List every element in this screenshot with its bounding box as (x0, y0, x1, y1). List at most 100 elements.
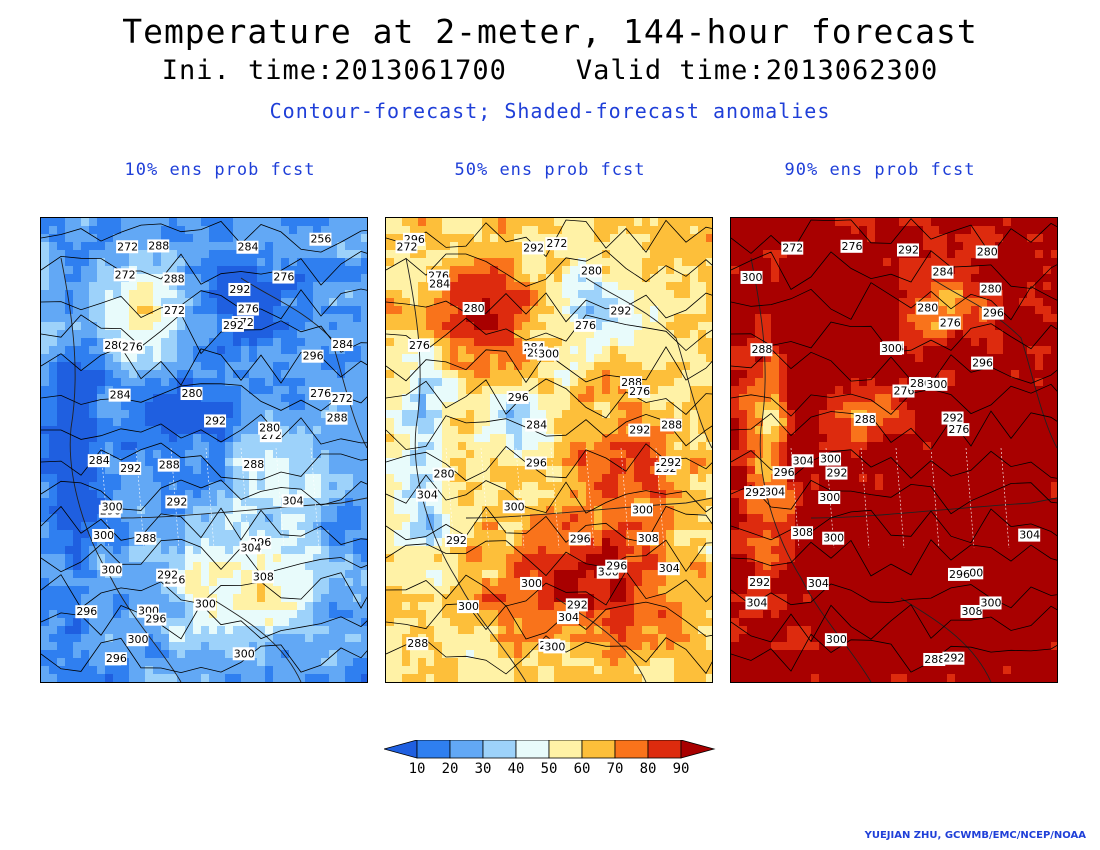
map-panel-90: 2922802722763002842802762802963043002882… (730, 217, 1058, 683)
contour-label: 276 (574, 318, 597, 332)
contour-label: 288 (660, 418, 683, 432)
contour-label: 308 (960, 604, 983, 618)
svg-text:292: 292 (229, 283, 250, 296)
contour-label: 300 (92, 528, 115, 542)
contour-label: 296 (605, 559, 628, 573)
contour-label: 308 (791, 526, 814, 540)
contour-label: 300 (824, 633, 847, 647)
svg-text:308: 308 (253, 570, 274, 583)
contour-label: 276 (840, 239, 863, 253)
contour-label: 288 (853, 412, 876, 426)
svg-text:300: 300 (234, 647, 255, 660)
contour-label: 292 (744, 486, 767, 500)
contour-lines (41, 220, 367, 674)
contour-label: 272 (330, 392, 353, 406)
contour-label: 280 (916, 301, 939, 315)
svg-text:288: 288 (327, 412, 348, 425)
colorbar-box (449, 740, 484, 759)
colorbar-label: 10 (409, 761, 426, 777)
panel-label-10: 10% ens prob fcst (124, 160, 316, 180)
svg-text:284: 284 (237, 241, 258, 254)
panel-label-90: 90% ens prob fcst (784, 160, 976, 180)
contour-label: 292 (628, 423, 651, 437)
contour-label: 280 (432, 467, 455, 481)
contour-label: 288 (242, 458, 265, 472)
colorbar-boxes (384, 740, 716, 759)
panel-label-50: 50% ens prob fcst (454, 160, 646, 180)
contour-label: 288 (147, 239, 170, 253)
contour-label: 280 (180, 387, 203, 401)
svg-text:304: 304 (240, 541, 261, 554)
time-subtitle: Ini. time:2013061700 Valid time:20130623… (161, 55, 939, 86)
svg-text:272: 272 (164, 304, 185, 317)
svg-text:276: 276 (310, 387, 331, 400)
contour-label: 292 (228, 282, 251, 296)
svg-text:272: 272 (115, 268, 136, 281)
contour-label: 296 (75, 605, 98, 619)
contour-label: 292 (748, 576, 771, 590)
contour-label: 300 (879, 342, 902, 355)
contour-label: 300 (100, 563, 123, 577)
svg-text:292: 292 (205, 414, 226, 427)
contour-label: 304 (763, 485, 786, 499)
svg-text:276: 276 (273, 271, 294, 284)
map-svg-90: 2922802722763002842802762802963043002882… (731, 218, 1057, 682)
contour-label: 296 (772, 466, 795, 480)
contour-lines (731, 218, 1057, 673)
contour-label: 296 (524, 456, 547, 470)
contour-label: 292 (659, 456, 682, 470)
svg-text:272: 272 (332, 392, 353, 405)
contour-label: 284 (87, 454, 110, 468)
contour-label: 292 (165, 495, 188, 509)
svg-text:300: 300 (127, 633, 148, 646)
svg-text:300: 300 (101, 563, 122, 576)
svg-text:276: 276 (238, 302, 259, 315)
contour-label: 300 (100, 500, 123, 514)
contour-label: 280 (579, 264, 602, 278)
contour-label: 256 (309, 232, 332, 246)
main-title: Temperature at 2-meter, 144-hour forecas… (122, 12, 978, 51)
colorbar-label: 50 (541, 761, 558, 777)
svg-text:280: 280 (104, 339, 125, 352)
map-panel-10: 2882722562842722922882762722762722922962… (40, 217, 368, 683)
contour-label: 296 (971, 356, 994, 370)
colorbar-box (416, 740, 451, 759)
svg-text:296: 296 (76, 605, 97, 618)
contour-label: 276 (628, 384, 651, 398)
contour-label: 300 (925, 377, 948, 391)
contour-label: 272 (781, 241, 804, 255)
contour-label: 272 (116, 240, 139, 254)
colorbar: 10 20 30 40 50 60 70 80 90 (384, 740, 716, 777)
svg-text:288: 288 (148, 239, 169, 252)
colorbar-triangle-right (680, 740, 716, 759)
svg-text:284: 284 (89, 454, 110, 467)
contour-label: 288 (157, 458, 180, 472)
contour-label: 300 (520, 576, 543, 590)
contour-label: 296 (568, 532, 591, 546)
contour-label: 292 (942, 651, 965, 665)
contour-label: 300 (740, 270, 763, 284)
contour-label: 300 (126, 633, 149, 647)
svg-text:292: 292 (223, 319, 244, 332)
svg-text:280: 280 (259, 422, 280, 435)
contour-label: 284 (108, 388, 131, 402)
contour-label: 300 (232, 647, 255, 661)
colorbar-label: 70 (607, 761, 624, 777)
contour-label: 280 (462, 301, 485, 315)
colorbar-label: 20 (442, 761, 459, 777)
svg-text:304: 304 (282, 494, 303, 507)
contour-label: 292 (825, 466, 848, 480)
contour-label: 276 (407, 338, 430, 352)
colorbar-box (515, 740, 550, 759)
contour-label: 284 (525, 418, 548, 432)
contour-label: 272 (113, 268, 136, 282)
colorbar-box (548, 740, 583, 759)
contour-label: 300 (819, 452, 842, 466)
contour-label: 292 (941, 411, 964, 425)
contour-label: 300 (630, 503, 653, 517)
svg-text:256: 256 (310, 233, 331, 246)
contour-label: 300 (818, 491, 841, 505)
svg-text:288: 288 (164, 272, 185, 285)
contour-label: 300 (543, 640, 566, 654)
contour-label: 292 (444, 533, 467, 547)
